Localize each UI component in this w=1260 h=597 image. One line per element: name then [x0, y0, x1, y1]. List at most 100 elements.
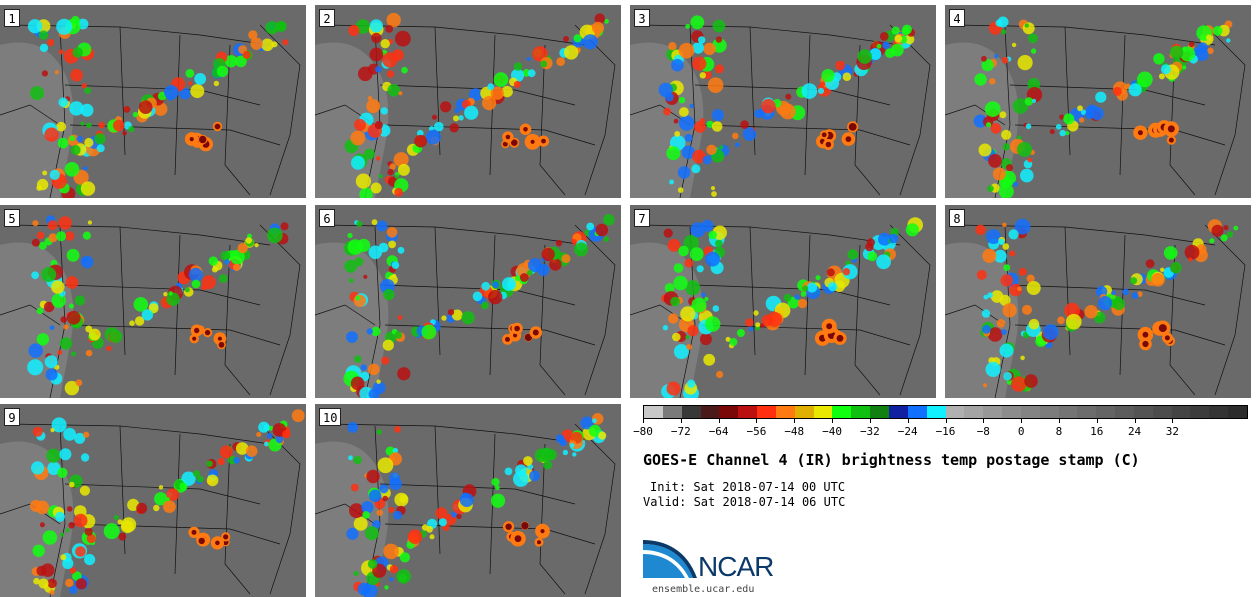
colorbar-segment [681, 406, 701, 418]
satellite-map [945, 5, 1251, 198]
colorbar-tick-label: 0 [1017, 425, 1025, 438]
colorbar-tick-label: −48 [784, 425, 805, 438]
colorbar-segment [983, 406, 1003, 418]
colorbar-segment [945, 406, 965, 418]
colorbar-tick-mark [643, 419, 644, 423]
site-url: ensemble.ucar.edu [652, 584, 755, 595]
panel-number: 9 [4, 408, 20, 426]
colorbar-segment [870, 406, 889, 418]
colorbar-segment [644, 406, 663, 418]
colorbar-tick-mark [945, 419, 947, 423]
colorbar-segment [1020, 406, 1040, 418]
panel-number: 10 [319, 408, 342, 426]
colorbar-tick-label: −80 [633, 425, 653, 438]
panel-number: 3 [634, 9, 650, 27]
colorbar-segment [1077, 406, 1097, 418]
colorbar [643, 405, 1248, 419]
colorbar-segment [775, 406, 795, 418]
colorbar-tick-mark [1134, 419, 1136, 423]
colorbar-segment [1152, 406, 1172, 418]
satellite-map [945, 205, 1251, 398]
map-panel: 7 [630, 205, 936, 398]
colorbar-segment [888, 406, 908, 418]
valid-time: Valid: Sat 2018-07-14 06 UTC [643, 495, 846, 509]
satellite-map [0, 404, 306, 597]
colorbar-segment [1133, 406, 1153, 418]
colorbar-tick-mark [1096, 419, 1098, 423]
colorbar-segment [1115, 406, 1134, 418]
colorbar-tick-mark [907, 419, 909, 423]
ncar-logo-text: NCAR [698, 551, 774, 582]
colorbar-segment [1039, 406, 1059, 418]
colorbar-tick-mark [680, 419, 682, 423]
colorbar-tick-mark [718, 419, 720, 423]
colorbar-tick-label: −72 [670, 425, 691, 438]
satellite-map [630, 205, 936, 398]
map-panel: 5 [0, 205, 306, 398]
colorbar-tick-label: 16 [1090, 425, 1104, 438]
colorbar-segment [757, 406, 776, 418]
map-panel: 6 [315, 205, 621, 398]
colorbar-tick-label: −8 [976, 425, 990, 438]
colorbar-tick-label: 24 [1127, 425, 1142, 438]
map-panel: 3 [630, 5, 936, 198]
satellite-map [0, 205, 306, 398]
colorbar-segment [926, 406, 946, 418]
panel-number: 5 [4, 209, 20, 227]
panel-number: 1 [4, 9, 20, 27]
panel-number: 8 [949, 209, 965, 227]
colorbar-ticks: −80 −72 −64 −56 −48 −40 −32 −24 −16 −8 0 8 16 24 32 [633, 419, 1248, 443]
satellite-map [630, 5, 936, 198]
colorbar-tick-mark [1172, 419, 1174, 423]
colorbar-tick-label: 8 [1055, 425, 1063, 438]
map-panel: 8 [945, 205, 1251, 398]
colorbar-segment [813, 406, 833, 418]
map-panel: 9 [0, 404, 306, 597]
panel-number: 6 [319, 209, 335, 227]
colorbar-segment [1058, 406, 1078, 418]
init-time: Init: Sat 2018-07-14 00 UTC [650, 480, 846, 494]
figure-title: GOES-E Channel 4 (IR) brightness temp po… [643, 451, 1140, 469]
map-panel: 2 [315, 5, 621, 198]
colorbar-tick-label: −32 [859, 425, 880, 438]
colorbar-tick-label: −40 [822, 425, 842, 438]
colorbar-segment [700, 406, 720, 418]
satellite-map [315, 205, 621, 398]
colorbar-segment [662, 406, 682, 418]
colorbar-tick-label: −64 [708, 425, 729, 438]
colorbar-tick-mark [869, 419, 871, 423]
colorbar-segment [832, 406, 852, 418]
colorbar-tick-mark [1058, 419, 1060, 423]
colorbar-segment [907, 406, 927, 418]
colorbar-segment [1209, 406, 1229, 418]
colorbar-tick-mark [832, 419, 834, 423]
colorbar-tick-mark [756, 419, 758, 423]
satellite-map [0, 5, 306, 198]
colorbar-segment [851, 406, 871, 418]
colorbar-segment [719, 406, 739, 418]
colorbar-segment [1190, 406, 1210, 418]
colorbar-segment [964, 406, 984, 418]
satellite-map [315, 5, 621, 198]
colorbar-tick-mark [983, 419, 985, 423]
colorbar-tick-mark [1021, 419, 1023, 423]
map-panel: 1 [0, 5, 306, 198]
panel-number: 7 [634, 209, 650, 227]
panel-number: 2 [319, 9, 335, 27]
colorbar-segment [794, 406, 814, 418]
colorbar-tick-label: −24 [897, 425, 918, 438]
colorbar-segment [1002, 406, 1021, 418]
ncar-swoosh-icon [643, 540, 697, 578]
map-panel: 4 [945, 5, 1251, 198]
colorbar-tick-label: −56 [746, 425, 767, 438]
map-panel: 10 [315, 404, 621, 597]
ncar-logo [643, 540, 793, 584]
colorbar-tick-label: 32 [1165, 425, 1179, 438]
colorbar-tick-label: −16 [935, 425, 956, 438]
colorbar-segment [738, 406, 758, 418]
colorbar-segment [1228, 406, 1247, 418]
colorbar-segment [1171, 406, 1191, 418]
colorbar-segment [1096, 406, 1116, 418]
colorbar-tick-mark [794, 419, 796, 423]
panel-number: 4 [949, 9, 965, 27]
